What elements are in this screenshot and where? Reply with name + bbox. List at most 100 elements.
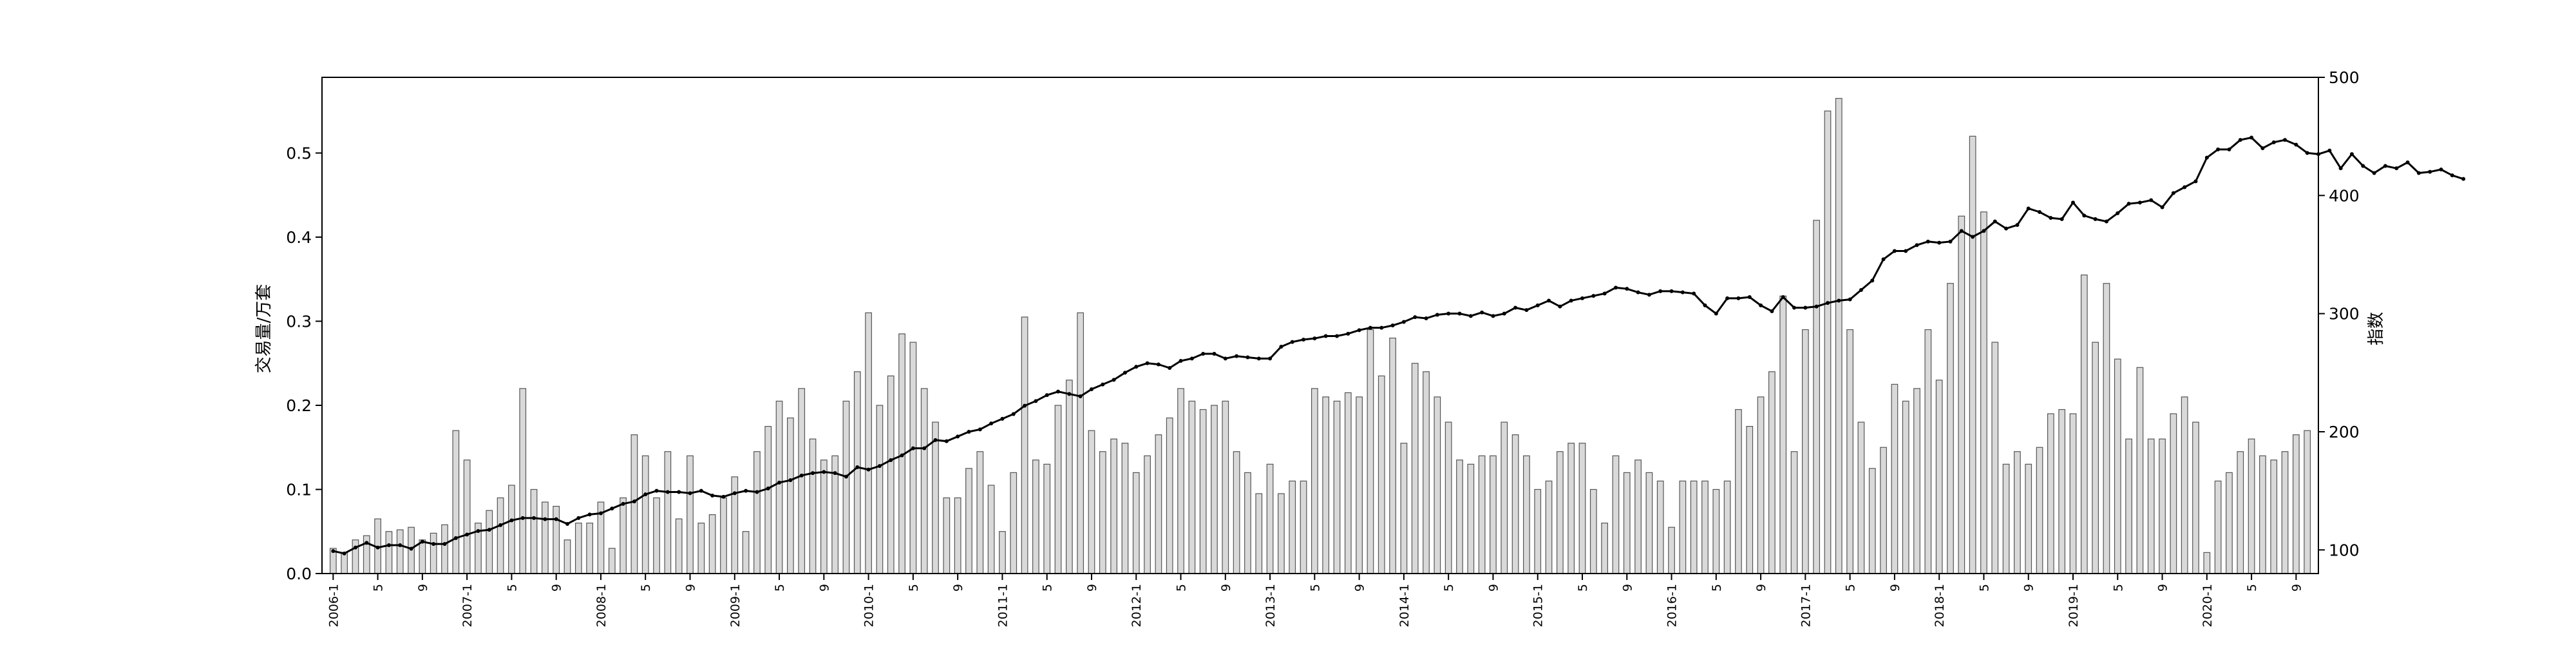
index-point — [1937, 240, 1942, 245]
x-tick-label: 9 — [1353, 584, 1367, 592]
bar — [1567, 443, 1575, 574]
index-point — [811, 471, 815, 476]
bar — [2203, 552, 2211, 574]
bar — [1222, 400, 1229, 574]
bar — [1947, 283, 1954, 574]
index-point — [1435, 313, 1439, 317]
index-point — [1770, 309, 1774, 313]
index-point — [833, 471, 837, 476]
bar — [2092, 342, 2099, 574]
index-point — [1580, 296, 1584, 300]
index-point — [1134, 365, 1139, 369]
index-point — [2416, 171, 2421, 175]
index-point — [2283, 138, 2287, 142]
bar — [720, 497, 727, 574]
index-point — [1792, 305, 1797, 310]
bar — [1668, 526, 1675, 574]
index-point — [755, 490, 759, 494]
bar — [1400, 443, 1408, 574]
x-tick-label: 9 — [817, 584, 831, 592]
index-point — [598, 511, 603, 516]
bar — [2226, 472, 2233, 574]
index-point — [1625, 287, 1629, 291]
index-point — [1189, 356, 1194, 361]
y-right-tick-label: 200 — [2329, 423, 2360, 441]
bar — [1556, 451, 1564, 574]
index-point — [1982, 229, 1986, 233]
x-tick-label: 2017-1 — [1799, 584, 1813, 627]
bar — [2170, 413, 2177, 574]
index-point — [1569, 298, 1573, 303]
index-point — [409, 546, 413, 551]
index-point — [2394, 166, 2399, 171]
bar — [1902, 400, 1909, 574]
index-point — [520, 516, 525, 520]
index-point — [1524, 308, 1529, 313]
bar — [2103, 283, 2110, 574]
x-tick-label: 2015-1 — [1531, 584, 1546, 627]
index-point — [978, 427, 982, 432]
bar — [1801, 329, 1809, 574]
bar — [1333, 400, 1341, 574]
index-point — [2349, 152, 2354, 157]
bar — [2047, 413, 2054, 574]
index-point — [1145, 361, 1150, 365]
bar — [1032, 459, 1039, 574]
bar — [1155, 434, 1162, 574]
bar — [820, 459, 828, 574]
bar — [1132, 472, 1140, 574]
index-point — [1468, 314, 1473, 318]
index-line-series — [331, 135, 2466, 555]
x-tick-label: 5 — [1442, 584, 1456, 592]
bar — [1065, 380, 1073, 574]
index-point — [721, 494, 726, 499]
bar — [943, 497, 951, 574]
bar — [1311, 388, 1318, 574]
bar — [954, 497, 961, 574]
x-tick-label: 5 — [1576, 584, 1590, 592]
index-point — [2428, 169, 2432, 174]
bar — [2281, 451, 2289, 574]
bar — [775, 400, 783, 574]
bar — [1746, 426, 1754, 574]
index-point — [1781, 295, 1785, 299]
bar — [1166, 417, 1173, 574]
index-point — [1334, 334, 1339, 338]
index-point — [1647, 293, 1651, 297]
index-point — [2338, 166, 2343, 171]
index-point — [1759, 303, 1763, 307]
index-point — [1089, 387, 1094, 391]
bar — [486, 510, 493, 574]
index-point — [1067, 392, 1072, 396]
bar — [1021, 316, 1028, 574]
bar — [1367, 329, 1374, 574]
index-point — [2070, 200, 2075, 205]
index-point — [1926, 239, 1930, 244]
bar — [1511, 434, 1519, 574]
index-point — [1112, 378, 1116, 382]
y-right-tick-label: 500 — [2329, 68, 2360, 87]
bar — [932, 421, 939, 574]
index-point — [654, 488, 659, 493]
index-point — [2015, 223, 2020, 227]
bar — [2259, 455, 2266, 574]
x-tick-label: 5 — [505, 584, 519, 592]
bar — [887, 375, 895, 574]
bar — [708, 514, 716, 574]
bar — [463, 459, 471, 574]
bar — [1255, 493, 1263, 574]
index-point — [777, 480, 782, 485]
bar — [1490, 455, 1497, 574]
bar — [687, 455, 694, 574]
bar — [2192, 421, 2199, 574]
bar — [1589, 488, 1597, 574]
bar — [1723, 480, 1731, 574]
index-point — [1859, 288, 1863, 292]
y-left-tick-label: 0.1 — [286, 480, 312, 499]
index-point — [1502, 311, 1506, 316]
index-point — [2372, 171, 2376, 175]
bar — [1444, 421, 1452, 574]
bar — [1077, 312, 1084, 574]
x-tick-label: 5 — [639, 584, 653, 592]
